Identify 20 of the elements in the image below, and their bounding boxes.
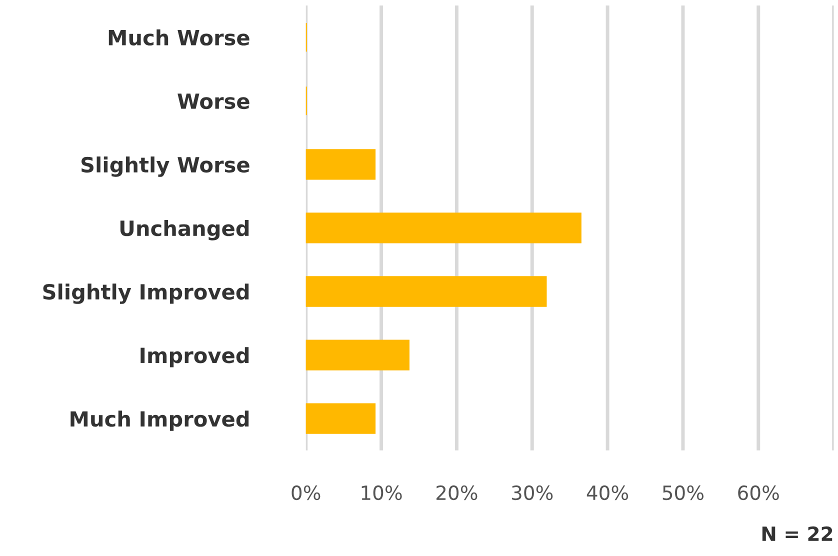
x-tick-label: 0%	[292, 485, 320, 500]
bar	[306, 149, 376, 180]
x-tick-label: 40%	[586, 485, 628, 500]
y-tick-label: Unchanged	[120, 220, 249, 240]
bar	[306, 403, 376, 434]
text: N = 22	[762, 526, 832, 541]
y-tick-label: Worse	[178, 94, 250, 110]
bar	[306, 340, 410, 370]
y-tick-label: Much Improved	[70, 410, 249, 431]
y-tick-label: Slightly Worse	[82, 156, 250, 177]
y-tick-label: Improved	[140, 347, 249, 368]
y-tick-label: Much Worse	[108, 29, 250, 46]
x-tick-label: 20%	[436, 485, 478, 500]
x-tick-label: 10%	[362, 485, 402, 500]
bar	[306, 276, 547, 307]
x-tick-label: 30%	[512, 485, 553, 500]
x-tick-label: 50%	[662, 485, 704, 500]
bar	[306, 212, 582, 244]
y-tick-label: Slightly Improved	[43, 284, 249, 304]
x-tick-label: 60%	[738, 485, 779, 500]
